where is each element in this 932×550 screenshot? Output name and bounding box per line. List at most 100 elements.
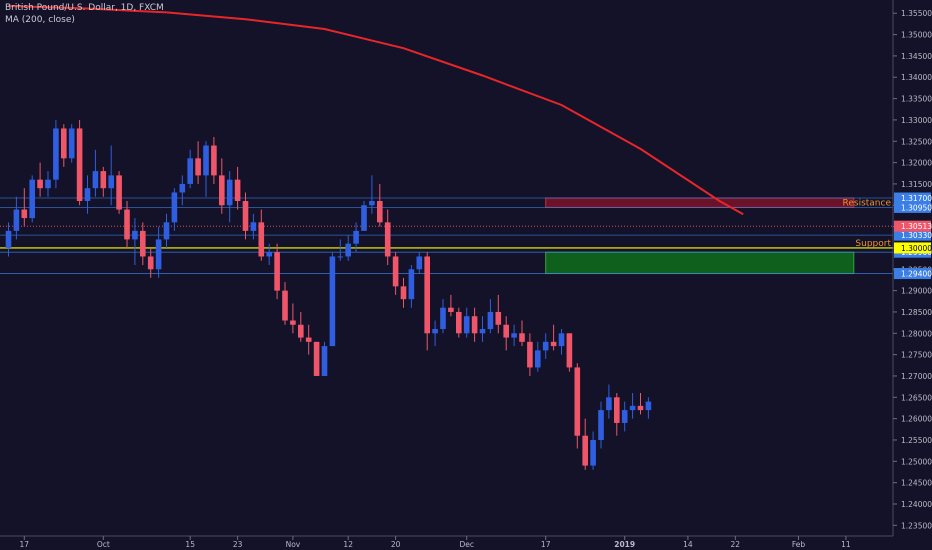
candle-body — [211, 145, 217, 176]
candle-body — [116, 175, 122, 210]
x-tick-label: 20 — [391, 540, 401, 549]
candle-body — [361, 205, 367, 231]
candle-body — [250, 222, 257, 231]
candle-body — [629, 405, 636, 411]
candle-body — [163, 222, 170, 240]
candle-body — [329, 256, 336, 347]
y-tick-label: 1.32000 — [901, 159, 932, 168]
candle-body — [353, 230, 359, 244]
x-tick-label: Dec — [459, 540, 474, 549]
y-tick-label: 1.28000 — [901, 329, 932, 338]
candle-body — [282, 290, 288, 321]
y-tick-label: 1.24500 — [901, 479, 932, 488]
ma-layer — [8, 5, 744, 216]
y-tick-label: 1.34000 — [901, 73, 932, 82]
x-tick-label: 2019 — [614, 540, 635, 549]
level-price-label-box — [894, 192, 931, 204]
y-tick-label: 1.25500 — [901, 436, 932, 445]
time-axis[interactable]: 17 Oct 15 23 Nov 12 20 Dec 17 2019 14 22 Feb 11 — [20, 536, 851, 549]
candle-body — [432, 329, 438, 334]
candle-body — [574, 367, 581, 436]
level-price-label-text: 1.29400 — [901, 270, 932, 279]
x-tick-label: Nov — [286, 540, 301, 549]
candle-body — [456, 311, 462, 334]
candle-body — [471, 316, 478, 334]
candle-body — [384, 222, 391, 257]
candle-body — [219, 175, 225, 206]
candle-body — [266, 252, 272, 257]
candle-body — [542, 341, 549, 351]
resistance-zone — [545, 197, 855, 208]
candle-body — [337, 256, 344, 258]
x-tick-label: 22 — [731, 540, 741, 549]
y-tick-label: 1.23500 — [901, 521, 932, 530]
candle-body — [234, 179, 241, 201]
candle-body — [614, 397, 620, 423]
x-tick-label: 11 — [841, 540, 851, 549]
annotations-layer: Resistance Support — [843, 198, 892, 249]
y-tick-label: 1.27500 — [901, 351, 932, 360]
candle-body — [29, 179, 35, 219]
candle-body — [84, 188, 91, 201]
candles-layer — [5, 119, 652, 470]
candle-body — [195, 158, 201, 176]
candle-body — [424, 256, 430, 334]
candle-body — [226, 179, 233, 206]
candle-body — [566, 333, 573, 368]
x-tick-label: 12 — [343, 540, 353, 549]
level-price-label-box — [894, 201, 931, 213]
candle-body — [527, 341, 533, 368]
candle-body — [392, 256, 399, 287]
candle-body — [298, 324, 304, 338]
x-tick-label: 17 — [541, 540, 551, 549]
candle-body — [637, 405, 644, 411]
candle-body — [132, 230, 138, 240]
candle-body — [558, 333, 565, 347]
candle-body — [487, 311, 494, 330]
candle-body — [448, 307, 454, 312]
candle-body — [147, 256, 154, 270]
level-price-label-box — [894, 268, 931, 280]
candle-body — [511, 333, 517, 338]
support-label: Support — [855, 239, 891, 249]
candle-body — [108, 175, 114, 189]
indicator-label: MA (200, close) — [5, 15, 75, 25]
y-tick-label: 1.25000 — [901, 457, 932, 466]
candle-body — [155, 239, 162, 270]
candle-body — [92, 171, 99, 189]
price-labels-layer: 1.317001.309501.303301.299001.294001.300… — [894, 192, 932, 280]
candle-body — [203, 145, 209, 176]
candle-body — [305, 337, 312, 342]
candle-body — [53, 128, 59, 180]
candle-body — [321, 346, 328, 376]
candle-body — [61, 128, 67, 159]
candle-body — [140, 230, 146, 257]
ma-200-line — [8, 5, 744, 216]
candle-body — [242, 201, 249, 231]
candle-body — [590, 439, 596, 466]
candle-body — [369, 201, 375, 206]
candle-body — [313, 341, 320, 376]
y-tick-label: 1.26000 — [901, 415, 932, 424]
y-tick-label: 1.31500 — [901, 180, 932, 189]
support-price-label-text: 1.30000 — [901, 244, 932, 253]
y-tick-label: 1.34500 — [901, 52, 932, 61]
level-price-label-text: 1.31700 — [901, 194, 932, 203]
candle-body — [582, 435, 588, 466]
y-tick-label: 1.24000 — [901, 500, 932, 509]
x-tick-label: Oct — [97, 540, 110, 549]
candle-body — [179, 183, 186, 193]
candle-body — [535, 350, 541, 368]
level-price-label-box — [894, 229, 931, 241]
candle-body — [258, 222, 265, 257]
candle-body — [400, 286, 407, 300]
candle-body — [45, 179, 51, 189]
candle-body — [550, 341, 557, 347]
y-tick-label: 1.26500 — [901, 393, 932, 402]
y-tick-label: 1.28500 — [901, 308, 932, 317]
candle-body — [171, 192, 178, 223]
candle-body — [290, 320, 296, 325]
candle-body — [645, 401, 652, 411]
